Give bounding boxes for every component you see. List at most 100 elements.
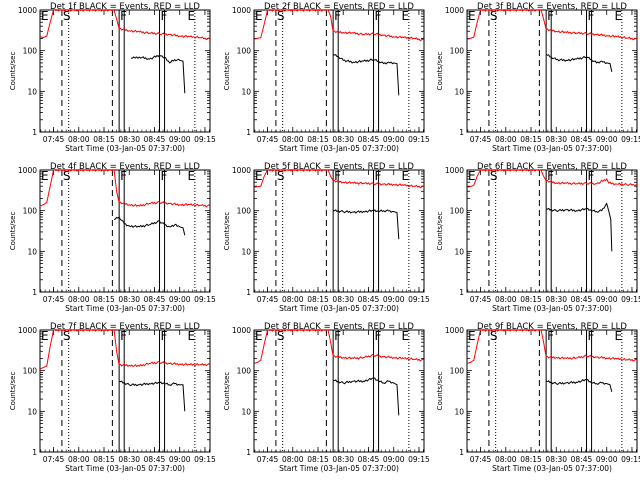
x-tick-label: 09:00	[169, 295, 191, 304]
panel-title: Det 8f BLACK = Events, RED = LLD	[264, 322, 414, 332]
x-tick-label: 08:00	[282, 295, 304, 304]
x-tick-label: 08:15	[307, 135, 329, 144]
marker-label-e: E	[401, 169, 409, 183]
marker-label-e: E	[187, 169, 195, 183]
x-tick-label: 09:15	[621, 295, 640, 304]
y-tick-label: 1000	[18, 326, 37, 335]
marker-label-f: F	[375, 329, 382, 343]
x-tick-label: 08:45	[571, 455, 593, 464]
marker-label-s: S	[490, 9, 498, 23]
x-tick-label: 07:45	[257, 455, 279, 464]
x-tick-label: 08:15	[93, 455, 115, 464]
y-tick-label: 1	[246, 288, 251, 297]
x-tick-label: 09:15	[408, 135, 430, 144]
marker-label-f: F	[120, 169, 127, 183]
marker-label-f: F	[334, 169, 341, 183]
x-tick-label: 08:00	[495, 295, 517, 304]
marker-label-f: F	[375, 9, 382, 23]
marker-label-e: E	[187, 329, 195, 343]
y-tick-label: 1	[32, 448, 37, 457]
x-axis-label: Start Time (03-Jan-05 07:37:00)	[279, 144, 399, 153]
marker-label-e: E	[41, 329, 49, 343]
panel-det-4: Det 4f BLACK = Events, RED = LLD 1 10 100 10…	[9, 162, 216, 313]
marker-label-s: S	[277, 169, 285, 183]
y-tick-label: 100	[23, 207, 38, 216]
x-tick-label: 08:30	[118, 135, 140, 144]
y-tick-label: 100	[237, 367, 252, 376]
series-lld	[254, 330, 424, 364]
panel-det-9: Det 9f BLACK = Events, RED = LLD 1 10 100 10…	[436, 322, 640, 473]
x-tick-label: 08:30	[545, 295, 567, 304]
y-tick-label: 1	[459, 288, 464, 297]
x-tick-label: 07:45	[470, 135, 492, 144]
marker-label-s: S	[277, 329, 285, 343]
y-tick-label: 1000	[18, 166, 37, 175]
marker-label-s: S	[490, 329, 498, 343]
y-tick-label: 100	[237, 47, 252, 56]
marker-label-s: S	[63, 169, 71, 183]
y-tick-label: 1	[246, 448, 251, 457]
x-tick-label: 08:45	[358, 295, 380, 304]
panel-title: Det 5f BLACK = Events, RED = LLD	[264, 162, 414, 172]
series-events	[545, 378, 613, 393]
marker-label-f: F	[375, 169, 382, 183]
x-tick-label: 08:15	[520, 295, 542, 304]
x-tick-label: 08:30	[332, 135, 354, 144]
x-axis-label: Start Time (03-Jan-05 07:37:00)	[65, 144, 185, 153]
y-tick-label: 1000	[445, 6, 464, 15]
x-axis-label: Start Time (03-Jan-05 07:37:00)	[492, 304, 612, 313]
y-axis-label: Counts/sec	[436, 212, 444, 251]
panel-title: Det 4f BLACK = Events, RED = LLD	[50, 162, 200, 172]
panel-title: Det 9f BLACK = Events, RED = LLD	[477, 322, 627, 332]
y-axis-label: Counts/sec	[223, 212, 231, 251]
marker-label-s: S	[277, 9, 285, 23]
series-lld	[40, 170, 210, 208]
marker-label-f: F	[588, 329, 595, 343]
marker-label-f: F	[334, 9, 341, 23]
y-tick-label: 1000	[445, 326, 464, 335]
x-tick-label: 08:30	[545, 135, 567, 144]
marker-label-e: E	[468, 329, 476, 343]
series-events	[545, 54, 613, 73]
y-axis-label: Counts/sec	[436, 52, 444, 91]
x-tick-label: 08:30	[332, 295, 354, 304]
panel-det-3: Det 3f BLACK = Events, RED = LLD 1 10 100 10…	[436, 2, 640, 153]
y-tick-label: 1000	[232, 6, 251, 15]
x-tick-label: 09:15	[194, 295, 216, 304]
marker-label-f: F	[547, 329, 554, 343]
marker-label-e: E	[41, 9, 49, 23]
x-tick-label: 09:15	[408, 295, 430, 304]
x-tick-label: 08:00	[282, 135, 304, 144]
series-events	[130, 54, 186, 94]
y-axis-label: Counts/sec	[223, 52, 231, 91]
marker-label-f: F	[161, 169, 168, 183]
y-tick-label: 10	[27, 87, 37, 96]
marker-label-e: E	[468, 169, 476, 183]
x-tick-label: 07:45	[257, 135, 279, 144]
series-lld	[40, 10, 210, 41]
x-tick-label: 08:45	[144, 455, 166, 464]
series-events	[332, 53, 400, 96]
x-tick-label: 09:15	[621, 135, 640, 144]
y-axis-label: Counts/sec	[9, 372, 17, 411]
y-tick-label: 100	[237, 207, 252, 216]
marker-label-e: E	[401, 329, 409, 343]
x-tick-label: 08:15	[93, 135, 115, 144]
marker-label-f: F	[588, 9, 595, 23]
y-tick-label: 10	[27, 407, 37, 416]
series-events	[113, 216, 186, 236]
x-axis-label: Start Time (03-Jan-05 07:37:00)	[279, 304, 399, 313]
x-tick-label: 09:00	[383, 295, 405, 304]
x-axis-label: Start Time (03-Jan-05 07:37:00)	[65, 464, 185, 473]
panel-det-1: Det 1f BLACK = Events, RED = LLD 1 10 100 10…	[9, 2, 216, 153]
y-axis-label: Counts/sec	[223, 372, 231, 411]
panel-title: Det 3f BLACK = Events, RED = LLD	[477, 2, 627, 12]
y-tick-label: 1000	[18, 6, 37, 15]
y-tick-label: 10	[454, 247, 464, 256]
panel-det-6: Det 6f BLACK = Events, RED = LLD 1 10 100 10…	[436, 162, 640, 313]
series-lld	[254, 170, 424, 189]
marker-label-s: S	[63, 329, 71, 343]
x-tick-label: 09:00	[169, 455, 191, 464]
plot-frame	[39, 9, 211, 133]
x-tick-label: 09:15	[621, 455, 640, 464]
